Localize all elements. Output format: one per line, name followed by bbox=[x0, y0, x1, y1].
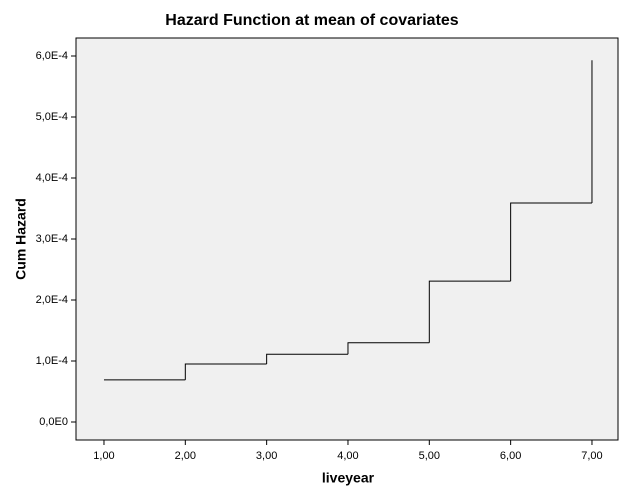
x-tick-label: 7,00 bbox=[581, 450, 602, 462]
y-tick-label: 0,0E0 bbox=[39, 416, 68, 428]
y-tick-label: 6,0E-4 bbox=[36, 50, 68, 62]
x-tick-label: 6,00 bbox=[500, 450, 521, 462]
y-tick-label: 1,0E-4 bbox=[36, 355, 68, 367]
step-segment bbox=[184, 363, 267, 380]
step-segment bbox=[428, 280, 511, 343]
step-segment bbox=[266, 353, 348, 365]
chart-title: Hazard Function at mean of covariates bbox=[165, 12, 459, 29]
x-tick-label: 1,00 bbox=[93, 450, 114, 462]
x-tick-label: 3,00 bbox=[256, 450, 277, 462]
x-tick-label: 4,00 bbox=[337, 450, 358, 462]
step-segment bbox=[510, 202, 592, 282]
y-tick-label: 5,0E-4 bbox=[36, 111, 68, 123]
y-tick-label: 4,0E-4 bbox=[36, 172, 68, 184]
y-tick-label: 3,0E-4 bbox=[36, 233, 68, 245]
plot-area bbox=[75, 37, 619, 441]
y-axis-title: Cum Hazard bbox=[13, 198, 29, 280]
x-axis-title: liveyear bbox=[322, 470, 375, 486]
x-tick-label: 5,00 bbox=[419, 450, 440, 462]
x-tick-label: 2,00 bbox=[175, 450, 196, 462]
step-segment bbox=[347, 342, 430, 355]
y-tick-label: 2,0E-4 bbox=[36, 294, 68, 306]
